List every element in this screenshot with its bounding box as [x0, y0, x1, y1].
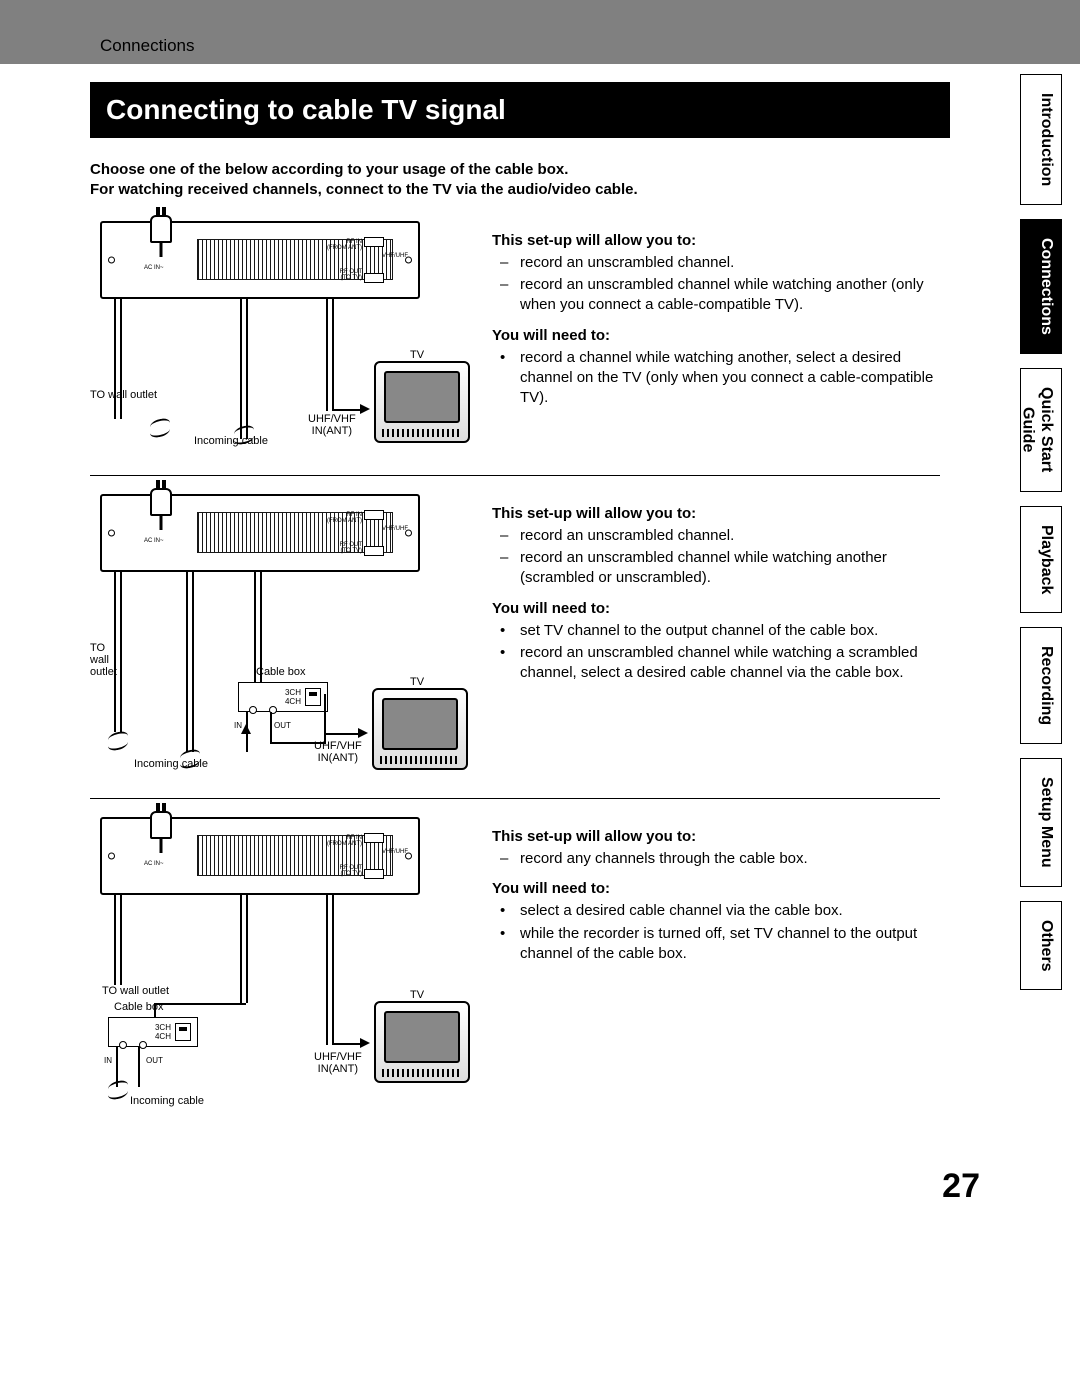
label-incoming-1: Incoming cable — [194, 435, 268, 447]
section-1: RF IN (FROM ANT) VHF/UHF RF OUT (TO TV) … — [70, 211, 1010, 461]
label-tv-3: TV — [410, 989, 424, 1001]
tab-quick-start-guide[interactable]: Quick Start Guide — [1020, 368, 1062, 491]
label-incoming-3: Incoming cable — [130, 1095, 204, 1107]
label-cablebox-2: Cable box — [256, 666, 306, 678]
divider-1 — [90, 475, 940, 476]
label-tv-2: TV — [410, 676, 424, 688]
section-3: RF IN (FROM ANT) VHF/UHF RF OUT (TO TV) … — [70, 807, 1010, 1127]
diagram-2: RF IN (FROM ANT) VHF/UHF RF OUT (TO TV) … — [90, 494, 470, 774]
diagram-1: RF IN (FROM ANT) VHF/UHF RF OUT (TO TV) … — [90, 221, 470, 451]
label-out-3: OUT — [146, 1057, 163, 1066]
tab-recording[interactable]: Recording — [1020, 627, 1062, 744]
label-uhf-2: UHF/VHF IN(ANT) — [314, 740, 362, 764]
allow-2-0: record an unscrambled channel. — [520, 526, 734, 546]
divider-2 — [90, 798, 940, 799]
allow-heading-2: This set-up will allow you to: — [492, 504, 940, 524]
need-heading-1: You will need to: — [492, 326, 940, 346]
diagram-3: RF IN (FROM ANT) VHF/UHF RF OUT (TO TV) … — [90, 817, 470, 1117]
allow-heading-1: This set-up will allow you to: — [492, 231, 940, 251]
intro-block: Choose one of the below according to you… — [70, 138, 1010, 211]
tab-playback[interactable]: Playback — [1020, 506, 1062, 613]
tab-connections[interactable]: Connections — [1020, 219, 1062, 354]
need-2-0: set TV channel to the output channel of … — [520, 621, 878, 641]
label-uhf-3: UHF/VHF IN(ANT) — [314, 1051, 362, 1075]
label-cablebox-3: Cable box — [114, 1001, 164, 1013]
label-wall-3: TO wall outlet — [102, 985, 169, 997]
allow-1-1: record an unscrambled channel while watc… — [520, 275, 940, 316]
allow-3-0: record any channels through the cable bo… — [520, 849, 808, 869]
top-bar: Connections — [0, 0, 1080, 64]
label-incoming-2: Incoming cable — [134, 758, 208, 770]
label-wall-1: TO wall outlet — [90, 389, 157, 401]
page-number: 27 — [70, 1127, 1010, 1206]
need-2-1: record an unscrambled channel while watc… — [520, 643, 940, 684]
tab-introduction[interactable]: Introduction — [1020, 74, 1062, 205]
allow-heading-3: This set-up will allow you to: — [492, 827, 940, 847]
tab-setup-menu[interactable]: Setup Menu — [1020, 758, 1062, 887]
need-1-0: record a channel while watching another,… — [520, 348, 940, 409]
need-3-1: while the recorder is turned off, set TV… — [520, 924, 940, 965]
page-title: Connecting to cable TV signal — [106, 94, 934, 126]
need-3-0: select a desired cable channel via the c… — [520, 901, 843, 921]
need-heading-2: You will need to: — [492, 599, 940, 619]
label-tv-1: TV — [410, 349, 424, 361]
title-bar: Connecting to cable TV signal — [90, 82, 950, 138]
label-in-3: IN — [104, 1057, 112, 1066]
label-uhf-1: UHF/VHF IN(ANT) — [308, 413, 356, 437]
label-out-2: OUT — [274, 722, 291, 731]
allow-1-0: record an unscrambled channel. — [520, 253, 734, 273]
page: Connections Introduction Connections Qui… — [0, 0, 1080, 1246]
breadcrumb: Connections — [100, 36, 195, 55]
allow-2-1: record an unscrambled channel while watc… — [520, 548, 940, 589]
intro-line-1: Choose one of the below according to you… — [90, 160, 950, 180]
section-2: RF IN (FROM ANT) VHF/UHF RF OUT (TO TV) … — [70, 484, 1010, 784]
side-tabs: Introduction Connections Quick Start Gui… — [1020, 74, 1062, 990]
need-heading-3: You will need to: — [492, 879, 940, 899]
intro-line-2: For watching received channels, connect … — [90, 180, 950, 200]
tab-others[interactable]: Others — [1020, 901, 1062, 991]
label-wall-2: TO wall outlet — [90, 642, 117, 678]
